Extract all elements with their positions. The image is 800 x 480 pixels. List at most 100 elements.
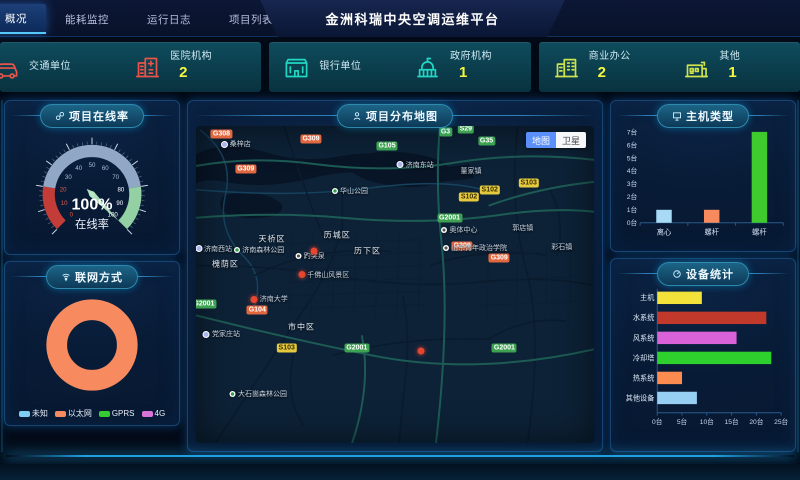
legend-item-以太网[interactable]: 以太网 [54,408,92,419]
map-place-text: 历城区 [323,230,351,240]
map-place-label: 槐荫区 [212,258,239,269]
panel-header: 主机类型 [611,104,795,128]
gauge-value: 100% [72,195,113,213]
road-badge: S29 [457,126,475,134]
svg-text:3台: 3台 [627,179,638,188]
map-mode-toggle: 地图 卫星 [525,132,586,148]
legend-item-4G[interactable]: 4G [141,409,165,418]
park-marker-dot [234,246,241,253]
map-place-text: 天桥区 [258,234,286,244]
stat-item: 交通单位 [0,42,120,92]
project-marker-label[interactable]: 千佛山风景区 [298,270,349,280]
stat-label: 其他 [719,51,741,63]
map-place-label: 奥体中心 [441,225,477,235]
bar-主机 [657,291,702,305]
panel-network-type: 联网方式 未知 以太网 GPRS 4G [4,261,180,426]
stat-label: 交通单位 [29,60,71,72]
panel-header: 联网方式 [5,265,179,289]
network-donut-chart [9,287,175,403]
stat-item: 银行单位 [269,42,400,92]
tab-2[interactable]: 运行日志 [147,13,191,26]
svg-text:螺杆: 螺杆 [752,227,767,236]
legend-item-未知[interactable]: 未知 [18,408,48,419]
legend-label: 以太网 [67,409,92,418]
stat-texts: 商业办公 2 [589,51,631,82]
svg-text:水系统: 水系统 [633,313,654,322]
station-marker-dot [396,161,404,169]
park-marker-dot [229,391,236,398]
antenna-icon [62,273,70,282]
stat-texts: 其他 1 [719,51,740,82]
bar-其他设备 [657,391,697,405]
left-edge-glow [1,100,3,452]
panel-title: 项目在线率 [69,111,129,123]
right-column: 主机类型 0台 1台 2台 3台 4台 5台 6台 7台 离心 螺杆 螺杆 设备统计 0台 5台 10台… [610,100,796,452]
svg-text:15台: 15台 [725,417,739,426]
left-column: 项目在线率 0102030405060708090100100%在线率 联网方式 [4,100,180,452]
map-place-label: 桑梓店 [220,139,251,149]
project-marker[interactable] [310,247,318,255]
main-grid: 项目在线率 0102030405060708090100100%在线率 联网方式 [4,100,796,452]
map-place-label: 趵突泉 [295,251,325,261]
station-marker-dot [202,330,210,338]
road-badge: G105 [376,141,398,151]
tab-0[interactable]: 概况 [0,4,46,34]
map-place-text: 济南东站 [405,161,434,169]
svg-text:7台: 7台 [627,127,638,136]
road-badge: G2001 [491,343,517,353]
project-marker-label[interactable]: 济南大学 [250,294,288,304]
panel-title-pill: 设备统计 [657,262,749,286]
tab-1[interactable]: 能耗监控 [65,13,109,26]
bar-水系统 [657,311,767,325]
legend-swatch [98,410,110,417]
poi-marker-dot [441,226,448,233]
poi-marker-dot [442,244,449,251]
map-place-text: 千佛山风景区 [307,271,350,279]
stat-texts: 交通单位 [29,61,71,74]
map-place-label: 市中区 [288,322,315,333]
svg-text:20: 20 [60,186,67,193]
project-map: G308 G309 G309 G105 G3 S29 G35 S102 S103 S102 G200… [196,126,594,443]
bar-风系统 [657,331,737,345]
stat-item: 政府机构 1 [400,42,531,92]
legend-label: 未知 [31,409,48,418]
svg-text:6台: 6台 [627,140,638,149]
map-place-label: 济南东站 [396,160,434,170]
road-badge: G35 [477,136,496,146]
map-place-text: 市中区 [287,322,315,332]
tab-3[interactable]: 项目列表 [229,13,273,26]
map-place-text: 奥体中心 [449,226,478,234]
bar-螺杆 [703,209,720,223]
project-marker[interactable] [417,347,425,355]
map-place-text: 济南大学 [259,296,288,304]
map-place-label: 董家镇 [461,166,482,176]
map-place-text: 济南西站 [204,245,232,253]
stat-value: 1 [459,63,468,81]
svg-text:0: 0 [70,212,74,219]
red-marker-dot [250,295,258,303]
host-type-bar-chart: 0台 1台 2台 3台 4台 5台 6台 7台 离心 螺杆 螺杆 [615,126,791,248]
road-badge: G3 [438,127,453,137]
road-badge: G2001 [196,299,217,309]
legend-item-GPRS[interactable]: GPRS [98,409,135,418]
gauge-label: 在线率 [75,217,109,231]
map-place-label: 济南森林公园 [234,245,284,255]
map-mode-satellite-button[interactable]: 卫星 [555,132,586,148]
map-mode-map-button[interactable]: 地图 [525,132,556,148]
station-marker-dot [196,245,202,253]
map-place-text: 历下区 [354,246,382,256]
road-badge: S103 [518,178,539,188]
link-icon [55,111,65,121]
svg-text:离心: 离心 [657,227,672,236]
panel-project-online-rate: 项目在线率 0102030405060708090100100%在线率 [4,100,180,255]
bank-icon [285,58,308,77]
bar-热系统 [657,371,683,385]
stat-value: 2 [597,63,606,81]
svg-text:90: 90 [116,200,123,207]
road-badge: G2001 [437,213,463,223]
stats-row: 交通单位 医院机构 2 银行单位 政府机构 1 商业办公 2 其他 1 [0,42,800,92]
person-pin-icon [353,112,361,121]
map-place-label: 济南西站 [196,244,232,254]
map-place-text: 济南森林公园 [242,246,285,254]
